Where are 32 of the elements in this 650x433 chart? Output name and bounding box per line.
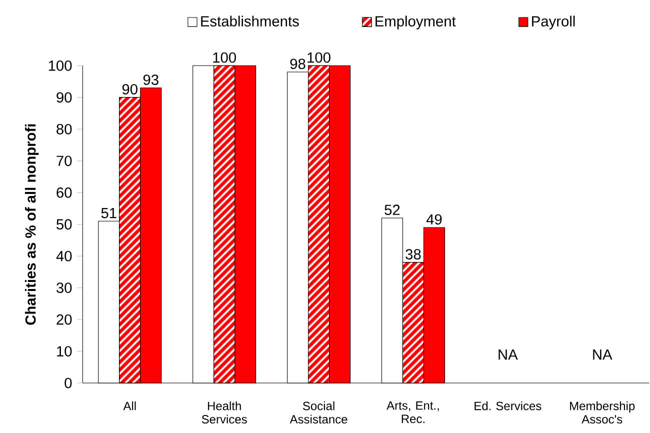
x-tick-label: Social Assistance xyxy=(290,401,348,424)
data-label: 100 xyxy=(213,52,236,63)
y-tick-label: 30 xyxy=(56,282,72,293)
data-label: 38 xyxy=(406,249,421,260)
y-tick-label: 90 xyxy=(56,92,72,103)
legend-label: Employment xyxy=(376,16,456,30)
legend-label: Payroll xyxy=(532,16,575,30)
y-tick-label: 20 xyxy=(56,314,72,325)
y-tick-label: 0 xyxy=(64,378,72,388)
x-tick-label: All xyxy=(123,401,136,410)
x-tick-label: Ed. Services xyxy=(474,401,542,410)
y-tick-label: 60 xyxy=(56,187,72,198)
y-tick-label: 100 xyxy=(48,60,72,71)
data-label: 93 xyxy=(143,74,158,85)
x-tick-label: Arts, Ent., Rec. xyxy=(386,401,439,424)
x-tick-label: Membership Assoc's xyxy=(570,401,635,424)
y-tick-label: 50 xyxy=(56,219,72,230)
data-label: 49 xyxy=(426,214,442,225)
legend-label: Establishments xyxy=(201,16,299,26)
x-tick-label: Health Services xyxy=(202,401,247,424)
annotation: NA xyxy=(498,350,518,360)
data-label: 52 xyxy=(384,204,400,216)
y-tick-label: 80 xyxy=(56,124,72,134)
data-label: 90 xyxy=(122,84,138,94)
y-tick-label: 70 xyxy=(56,156,72,166)
data-label: 98 xyxy=(290,58,306,70)
data-label: 51 xyxy=(101,208,116,218)
y-tick-label: 10 xyxy=(57,346,72,356)
annotation: NA xyxy=(593,350,612,360)
y-axis-title: Charities as % of all nonprofi xyxy=(24,124,39,325)
y-tick-label: 40 xyxy=(56,250,72,262)
data-label: 100 xyxy=(308,52,330,63)
